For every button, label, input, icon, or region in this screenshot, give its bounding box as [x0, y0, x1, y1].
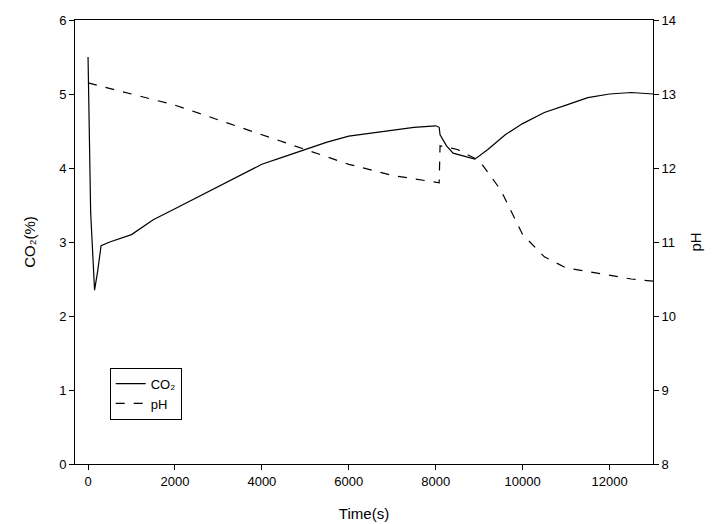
svg-text:12: 12: [662, 161, 676, 176]
svg-text:10000: 10000: [505, 474, 541, 489]
svg-text:14: 14: [662, 13, 676, 28]
svg-text:3: 3: [59, 235, 66, 250]
svg-text:6: 6: [59, 13, 66, 28]
svg-text:10: 10: [662, 309, 676, 324]
svg-text:4000: 4000: [247, 474, 276, 489]
svg-text:9: 9: [662, 383, 669, 398]
svg-text:pH: pH: [151, 397, 168, 412]
svg-text:CO₂(%): CO₂(%): [21, 216, 38, 268]
svg-text:8: 8: [662, 457, 669, 472]
svg-text:2000: 2000: [160, 474, 189, 489]
svg-text:5: 5: [59, 87, 66, 102]
svg-text:CO₂: CO₂: [151, 377, 176, 392]
svg-text:2: 2: [59, 309, 66, 324]
svg-text:8000: 8000: [421, 474, 450, 489]
svg-text:0: 0: [84, 474, 91, 489]
svg-text:11: 11: [662, 235, 676, 250]
svg-text:1: 1: [59, 383, 66, 398]
svg-text:13: 13: [662, 87, 676, 102]
svg-text:4: 4: [59, 161, 66, 176]
svg-text:6000: 6000: [334, 474, 363, 489]
svg-text:Time(s): Time(s): [339, 505, 389, 522]
svg-text:0: 0: [59, 457, 66, 472]
svg-text:12000: 12000: [591, 474, 627, 489]
svg-text:pH: pH: [687, 232, 704, 251]
